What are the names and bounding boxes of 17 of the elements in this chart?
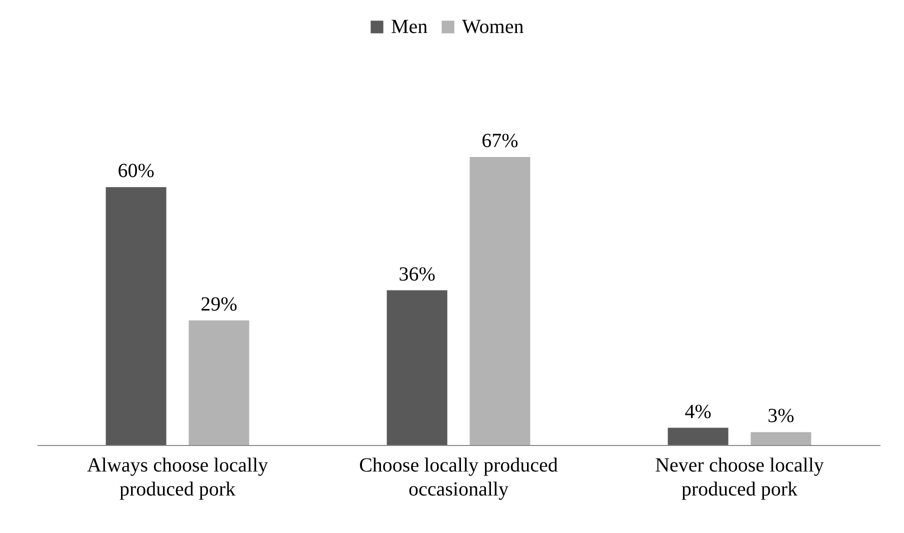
x-tick-label: Always choose locally produced pork <box>86 454 268 500</box>
data-label: 67% <box>482 130 518 152</box>
data-label: 4% <box>684 400 712 423</box>
bar <box>470 157 530 445</box>
legend-label: Women <box>462 16 524 38</box>
bar <box>386 290 448 445</box>
x-tick-label: Choose locally produced occasionally <box>359 454 558 500</box>
data-label: 60% <box>118 160 154 182</box>
bar <box>106 187 166 445</box>
bar <box>668 428 728 445</box>
data-label: 3% <box>768 405 794 428</box>
data-label: 29% <box>200 293 238 316</box>
data-label: 36% <box>398 263 436 286</box>
legend-label: Men <box>391 16 428 38</box>
bar <box>188 320 250 445</box>
bar <box>750 432 812 445</box>
x-tick-label: Never choose locally produced pork <box>655 454 824 500</box>
